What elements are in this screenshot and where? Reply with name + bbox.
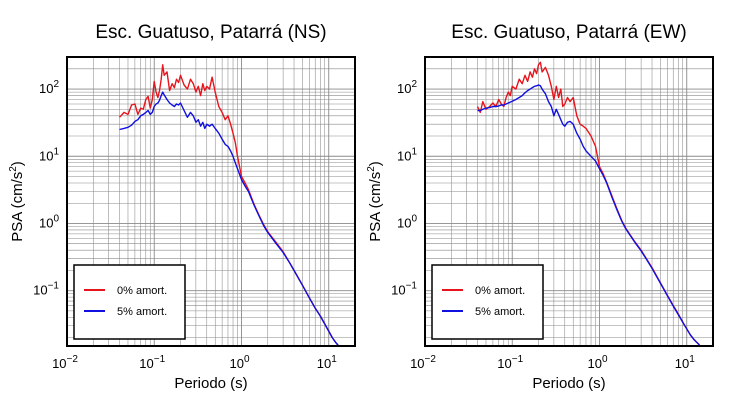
y-axis-label: PSA (cm/s2) bbox=[8, 161, 26, 242]
y-tick-label: 100 bbox=[397, 213, 417, 230]
y-tick-label: 10−1 bbox=[33, 281, 59, 298]
y-tick-label: 100 bbox=[39, 213, 59, 230]
chart-title: Esc. Guatuso, Patarrá (EW) bbox=[451, 22, 686, 43]
x-tick-label: 10−2 bbox=[52, 354, 78, 371]
legend: 0% amort. 5% amort. bbox=[73, 264, 186, 340]
x-tick-label: 101 bbox=[675, 354, 695, 371]
x-axis-label: Periodo (s) bbox=[174, 375, 247, 392]
chart-panel-1: Esc. Guatuso, Patarrá (EW) 10−2 10−1 100 101… bbox=[366, 22, 714, 392]
x-tick-label: 100 bbox=[587, 354, 607, 371]
plot-frame bbox=[66, 56, 356, 347]
y-axis-label: PSA (cm/s2) bbox=[366, 161, 384, 242]
chart-title: Esc. Guatuso, Patarrá (NS) bbox=[95, 22, 326, 43]
legend: 0% amort. 5% amort. bbox=[431, 264, 544, 340]
y-tick-label: 102 bbox=[397, 79, 417, 96]
y-tick-label: 101 bbox=[397, 146, 417, 163]
legend-box bbox=[73, 264, 186, 340]
series-line-damped bbox=[477, 84, 700, 346]
y-tick-label: 102 bbox=[39, 79, 59, 96]
x-axis-label: Periodo (s) bbox=[532, 375, 605, 392]
x-tick-label: 100 bbox=[229, 354, 249, 371]
y-tick-label: 101 bbox=[39, 146, 59, 163]
legend-label: 0% amort. bbox=[475, 285, 525, 297]
legend-label: 0% amort. bbox=[117, 285, 167, 297]
legend-label: 5% amort. bbox=[475, 306, 525, 318]
series-line-damped bbox=[119, 91, 340, 347]
chart-panel-0: Esc. Guatuso, Patarrá (NS) 10−2 10−1 100 101… bbox=[8, 22, 356, 392]
x-tick-label: 10−1 bbox=[139, 354, 165, 371]
x-tick-label: 101 bbox=[317, 354, 337, 371]
x-tick-label: 10−1 bbox=[497, 354, 523, 371]
legend-label: 5% amort. bbox=[117, 306, 167, 318]
plot-frame bbox=[424, 56, 714, 347]
legend-box bbox=[431, 264, 544, 340]
y-tick-label: 10−1 bbox=[391, 281, 417, 298]
x-tick-label: 10−2 bbox=[410, 354, 436, 371]
